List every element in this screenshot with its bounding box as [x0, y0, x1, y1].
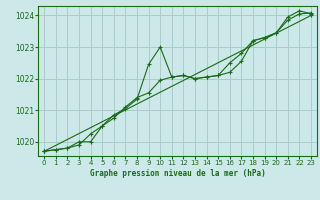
X-axis label: Graphe pression niveau de la mer (hPa): Graphe pression niveau de la mer (hPa): [90, 169, 266, 178]
